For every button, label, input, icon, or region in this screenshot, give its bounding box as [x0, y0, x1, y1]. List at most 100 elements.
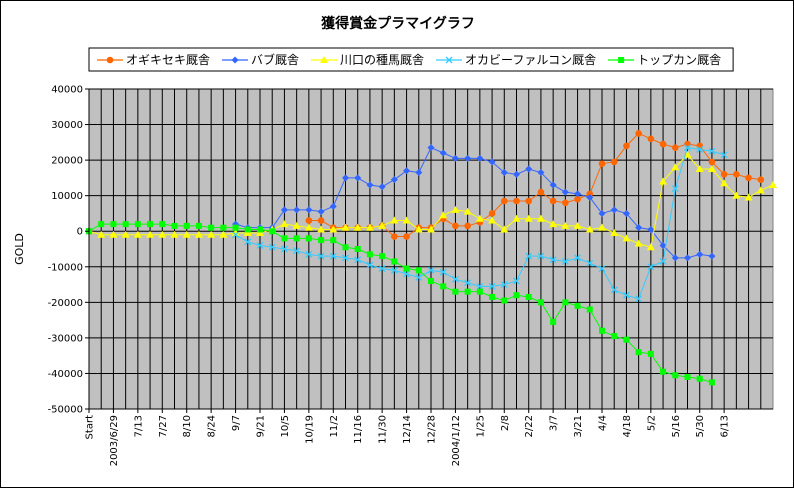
x-tick-label: 11/2	[329, 415, 340, 437]
data-point	[354, 246, 361, 252]
data-point	[146, 230, 155, 238]
series-5	[86, 221, 715, 386]
data-point	[220, 224, 227, 231]
data-point	[293, 206, 301, 214]
data-point	[733, 171, 740, 178]
data-point	[574, 302, 581, 309]
data-point	[513, 170, 520, 178]
y-tick-label: -10000	[48, 262, 83, 273]
data-point	[562, 299, 569, 306]
data-point	[744, 193, 753, 201]
data-point	[537, 299, 544, 306]
data-point	[475, 214, 484, 222]
y-axis-label: GOLD	[13, 233, 26, 265]
data-point	[390, 216, 399, 224]
data-point	[622, 234, 631, 242]
data-point	[488, 210, 496, 217]
data-point	[488, 282, 496, 290]
x-tick-label: 4/18	[622, 415, 633, 437]
data-point	[671, 185, 679, 193]
data-point	[121, 230, 130, 238]
data-point	[341, 223, 350, 231]
data-point	[452, 288, 459, 295]
data-point	[708, 379, 715, 386]
x-tick-label: 10/5	[280, 415, 291, 437]
x-tick-label: 3/21	[573, 415, 584, 437]
data-point	[366, 251, 373, 258]
data-point	[317, 217, 325, 224]
x-tick-label: 9/7	[231, 415, 242, 431]
data-point	[561, 188, 569, 196]
data-point	[708, 158, 716, 166]
data-point	[390, 176, 398, 184]
data-point	[634, 239, 643, 247]
x-tick-label: 11/30	[378, 415, 389, 444]
data-point	[769, 181, 777, 188]
x-tick-label: 5/2	[646, 415, 657, 431]
data-point	[732, 191, 741, 199]
data-point	[427, 266, 435, 274]
y-tick-label: 10000	[51, 191, 83, 202]
data-point	[512, 214, 521, 222]
data-point	[159, 221, 166, 228]
data-point	[611, 333, 618, 340]
data-point	[500, 169, 508, 177]
data-point	[318, 237, 325, 244]
data-point	[464, 154, 472, 162]
data-point	[549, 220, 558, 228]
data-point	[305, 217, 313, 224]
data-point	[403, 167, 411, 175]
data-point	[171, 222, 178, 229]
data-point	[623, 336, 630, 343]
data-point	[646, 243, 655, 251]
x-tick-label: 8/10	[182, 415, 193, 437]
data-point	[647, 135, 655, 143]
data-point	[536, 214, 545, 222]
data-point	[500, 225, 509, 233]
data-point	[170, 230, 179, 238]
data-point	[440, 283, 447, 290]
data-point	[585, 225, 594, 233]
data-point	[574, 254, 582, 262]
data-point	[720, 179, 729, 187]
x-tick-label: 12/14	[402, 415, 413, 444]
data-point	[391, 258, 398, 265]
data-point	[537, 252, 545, 260]
data-point	[489, 294, 496, 300]
series-3	[85, 150, 777, 251]
data-point	[183, 222, 190, 229]
data-point	[378, 221, 387, 229]
data-point	[305, 206, 313, 214]
data-point	[671, 254, 679, 262]
data-point	[659, 241, 667, 249]
data-point	[110, 221, 117, 228]
data-point	[757, 176, 765, 183]
data-point	[488, 158, 496, 166]
data-point	[586, 193, 594, 201]
data-point	[317, 208, 325, 216]
data-point	[524, 214, 533, 222]
data-point	[525, 197, 533, 205]
data-point	[329, 252, 337, 260]
data-point	[439, 211, 448, 219]
data-point	[207, 230, 216, 238]
data-point	[280, 245, 288, 253]
data-point	[574, 190, 582, 198]
data-point	[109, 230, 118, 238]
data-point	[684, 144, 691, 152]
legend-item: トップカン厩舎	[608, 53, 721, 67]
data-point	[451, 205, 460, 213]
y-tick-label: 40000	[51, 85, 83, 96]
legend-label: オギキセキ厩舎	[126, 53, 210, 67]
data-point	[231, 229, 240, 236]
data-point	[610, 206, 618, 214]
data-point	[354, 256, 362, 264]
data-point	[476, 154, 484, 162]
data-point	[268, 243, 276, 251]
data-point	[598, 160, 606, 167]
x-tick-label: 2003/6/29	[109, 415, 120, 466]
data-point	[256, 241, 264, 249]
data-point	[647, 263, 655, 271]
x-tick-label: 2004/1/12	[451, 415, 462, 466]
